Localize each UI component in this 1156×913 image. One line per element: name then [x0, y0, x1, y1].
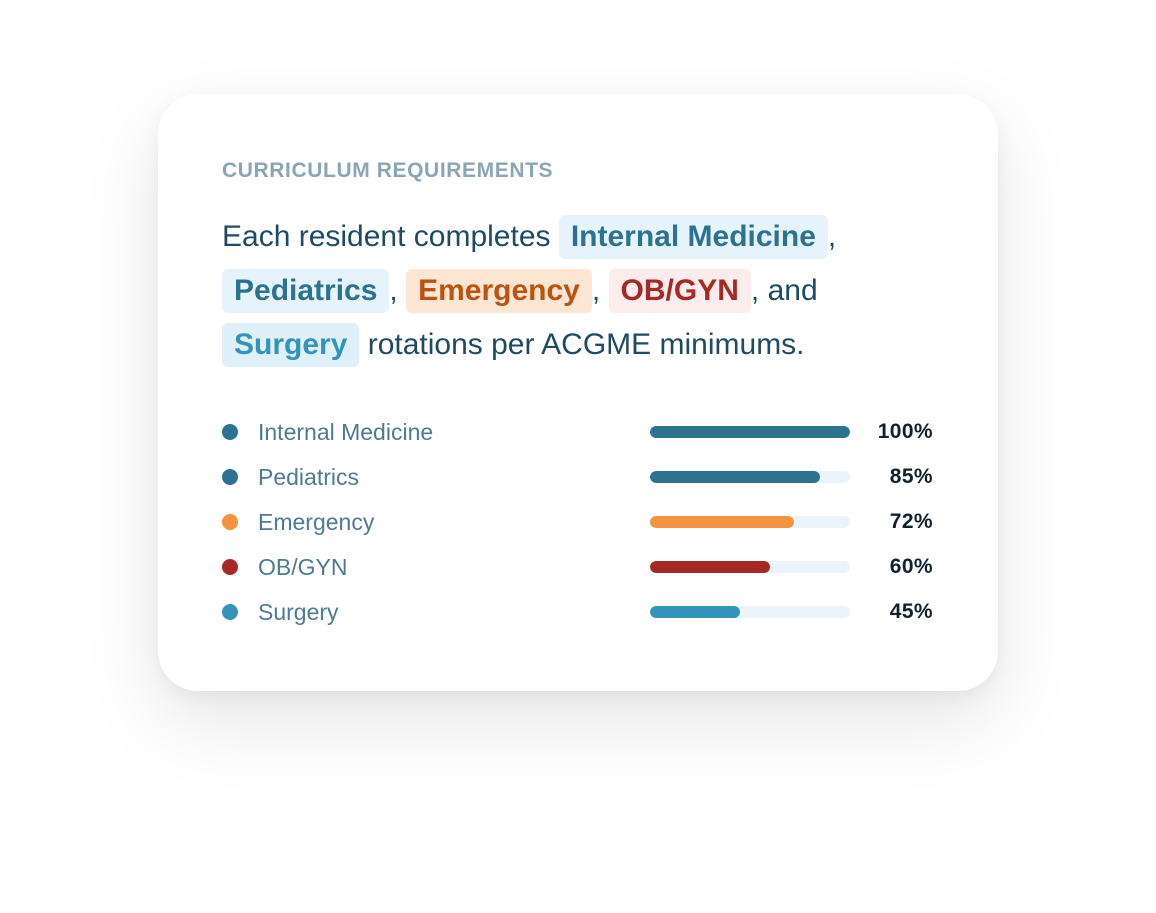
rotation-row: Surgery 45%: [222, 590, 934, 635]
progress-fill: [650, 606, 740, 618]
curriculum-card: CURRICULUM REQUIREMENTS Each resident co…: [158, 94, 998, 691]
rotation-row: OB/GYN 60%: [222, 545, 934, 590]
rotation-label: Emergency: [258, 509, 375, 535]
sentence-and: , and: [750, 274, 818, 307]
progress-track: [650, 471, 850, 483]
rotation-dot-icon: [222, 604, 238, 620]
chip-surgery: Surgery: [222, 323, 360, 367]
progress-fill: [650, 561, 770, 573]
progress-track: [650, 561, 850, 573]
rotation-dot-icon: [222, 559, 238, 575]
chip-obgyn: OB/GYN: [608, 269, 751, 313]
sentence-separator: ,: [591, 274, 601, 307]
sentence-suffix: rotations per ACGME minimums.: [359, 328, 805, 361]
progress-track: [650, 426, 850, 438]
rotation-row: Internal Medicine 100%: [222, 410, 934, 455]
rotation-percent: 72%: [889, 510, 933, 533]
sentence-separator: ,: [389, 274, 398, 307]
card-eyebrow: CURRICULUM REQUIREMENTS: [222, 159, 554, 182]
rotation-dot-icon: [222, 424, 238, 440]
rotation-percent: 60%: [889, 555, 933, 578]
sentence-separator: ,: [827, 220, 837, 253]
rotation-percent: 85%: [889, 465, 933, 488]
progress-track: [650, 606, 850, 618]
rotation-label: Surgery: [258, 599, 339, 625]
rotation-row: Emergency 72%: [222, 500, 934, 545]
chip-pediatrics: Pediatrics: [222, 269, 390, 313]
sentence-prefix: Each resident completes: [222, 220, 559, 253]
rotation-percent: 100%: [877, 420, 933, 443]
rotation-label: Pediatrics: [258, 464, 359, 490]
rotation-row: Pediatrics 85%: [222, 455, 934, 500]
rotation-percent: 45%: [889, 600, 933, 623]
chip-emergency: Emergency: [406, 269, 592, 313]
rotation-dot-icon: [222, 514, 238, 530]
chip-internal-medicine: Internal Medicine: [558, 215, 828, 259]
progress-fill: [650, 426, 850, 438]
rotation-label: Internal Medicine: [258, 419, 434, 445]
requirements-sentence: Each resident completes Internal Medicin…: [222, 210, 942, 372]
progress-track: [650, 516, 850, 528]
rotation-label: OB/GYN: [258, 554, 348, 580]
progress-fill: [650, 471, 820, 483]
rotation-list: Internal Medicine 100% Pediatrics 85% Em…: [222, 410, 934, 635]
rotation-dot-icon: [222, 469, 238, 485]
progress-fill: [650, 516, 794, 528]
